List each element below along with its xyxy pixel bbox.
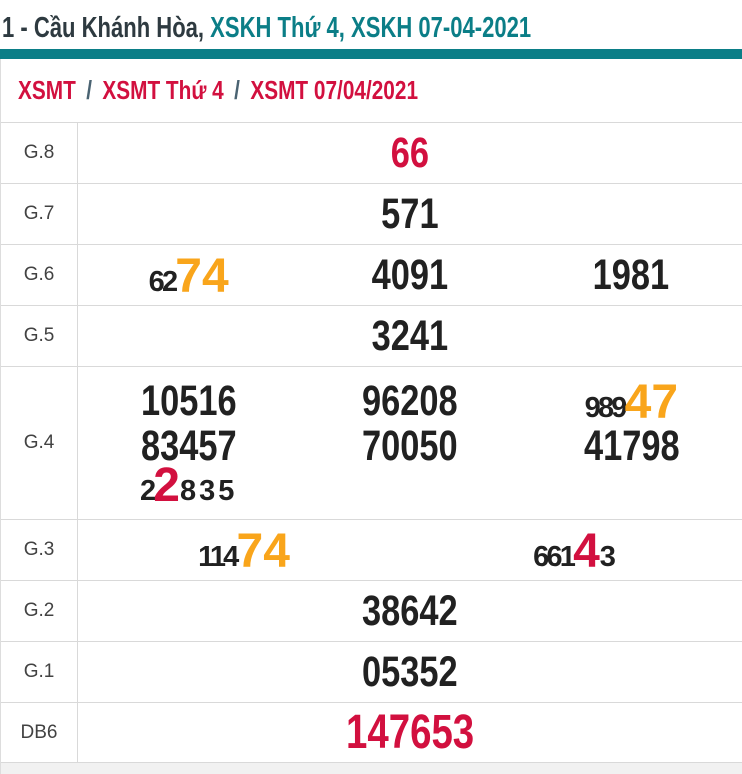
prize-cell: 22835 bbox=[78, 457, 299, 512]
prize-cell: 96208 bbox=[299, 377, 520, 426]
prize-values: 147653 bbox=[78, 703, 742, 762]
prize-cell: 83457 bbox=[78, 422, 299, 471]
prize-label: DB6 bbox=[1, 703, 78, 762]
prize-number: 11474 bbox=[198, 524, 290, 578]
prize-values: 05352 bbox=[78, 642, 742, 702]
prize-label: G.7 bbox=[1, 184, 78, 244]
prize-row-g2: G.2 38642 bbox=[1, 580, 742, 641]
prize-label: G.3 bbox=[1, 520, 78, 580]
prize-number: 22835 bbox=[139, 459, 238, 512]
prize-label: G.8 bbox=[1, 123, 78, 183]
prize-cell: 66143 bbox=[410, 523, 742, 578]
prize-cell: 4091 bbox=[299, 251, 520, 300]
prize-row-db6: DB6 147653 bbox=[1, 702, 742, 762]
prize-cell: 147653 bbox=[78, 705, 742, 760]
prize-values: 571 bbox=[78, 184, 742, 244]
prize-number: 10516 bbox=[140, 377, 237, 425]
prize-values: 66 bbox=[78, 123, 742, 183]
prize-number: 41798 bbox=[583, 422, 680, 470]
results-table: G.8 66 G.7 571 G.6 6274 4091 1981 G.5 3241 G.4 1051… bbox=[1, 122, 742, 774]
prize-cell: 38642 bbox=[78, 587, 742, 636]
prize-number: 98947 bbox=[584, 376, 679, 429]
prize-cell: 6274 bbox=[78, 248, 299, 303]
prize-values: 10516 96208 98947 83457 70050 41798 22835 bbox=[78, 367, 742, 519]
prize-number: 1981 bbox=[593, 250, 670, 299]
breadcrumb-item[interactable]: XSMT 07/04/2021 bbox=[250, 75, 419, 105]
prize-label: G.6 bbox=[1, 245, 78, 305]
breadcrumb-separator: / bbox=[234, 75, 240, 105]
prize-number: 70050 bbox=[362, 422, 458, 470]
prize-row-g6: G.6 6274 4091 1981 bbox=[1, 244, 742, 305]
page-title: 1 - Cầu Khánh Hòa, XSKH Thứ 4, XSKH 07-0… bbox=[2, 12, 698, 45]
prize-cell: 66 bbox=[78, 129, 742, 178]
breadcrumb-item[interactable]: XSMT bbox=[18, 75, 76, 105]
prize-cell: 98947 bbox=[521, 374, 742, 429]
divider-bar bbox=[0, 49, 742, 59]
prize-number: 66 bbox=[390, 128, 430, 177]
prize-number: 66143 bbox=[533, 524, 619, 578]
prize-number: 96208 bbox=[362, 377, 458, 425]
title-teal-part: XSKH Thứ 4, XSKH 07-04-2021 bbox=[210, 12, 532, 44]
prize-cell: 10516 bbox=[78, 377, 299, 426]
prize-cell: 571 bbox=[78, 190, 742, 239]
prize-label: G.5 bbox=[1, 306, 78, 366]
prize-cell: 05352 bbox=[78, 648, 742, 697]
prize-row-g8: G.8 66 bbox=[1, 122, 742, 183]
prize-number: 147653 bbox=[345, 706, 475, 759]
prize-values: 38642 bbox=[78, 581, 742, 641]
prize-cell: 70050 bbox=[299, 422, 520, 471]
prize-number: 83457 bbox=[140, 422, 237, 470]
prize-row-g7: G.7 571 bbox=[1, 183, 742, 244]
prize-cell: 41798 bbox=[521, 422, 742, 471]
prize-row-g4: G.4 10516 96208 98947 83457 70050 41798 22835 bbox=[1, 366, 742, 519]
prize-cell: 1981 bbox=[521, 251, 742, 300]
content-area: XSMT / XSMT Thứ 4 / XSMT 07/04/2021 G.8 66 G.7… bbox=[0, 59, 742, 774]
prize-cell: 3241 bbox=[78, 312, 742, 361]
prize-number: 4091 bbox=[371, 250, 449, 299]
prize-row-g1: G.1 05352 bbox=[1, 641, 742, 702]
prize-number: 6274 bbox=[148, 249, 229, 303]
prize-label: G.4 bbox=[1, 367, 78, 519]
prize-label: G.1 bbox=[1, 642, 78, 702]
prize-values: 11474 66143 bbox=[78, 520, 742, 580]
prize-number: 05352 bbox=[362, 647, 458, 696]
prize-cell: 11474 bbox=[78, 523, 410, 578]
breadcrumb: XSMT / XSMT Thứ 4 / XSMT 07/04/2021 bbox=[18, 75, 518, 106]
footer-strip bbox=[1, 762, 742, 774]
breadcrumb-item[interactable]: XSMT Thứ 4 bbox=[102, 75, 224, 105]
title-dark-part: 1 - Cầu Khánh Hòa, bbox=[2, 12, 211, 44]
prize-number: 3241 bbox=[371, 311, 449, 360]
prize-number: 38642 bbox=[362, 586, 458, 635]
prize-row-g3: G.3 11474 66143 bbox=[1, 519, 742, 580]
prize-number: 571 bbox=[381, 189, 439, 238]
prize-values: 3241 bbox=[78, 306, 742, 366]
prize-values: 6274 4091 1981 bbox=[78, 245, 742, 305]
prize-row-g5: G.5 3241 bbox=[1, 305, 742, 366]
breadcrumb-separator: / bbox=[86, 75, 92, 105]
prize-label: G.2 bbox=[1, 581, 78, 641]
